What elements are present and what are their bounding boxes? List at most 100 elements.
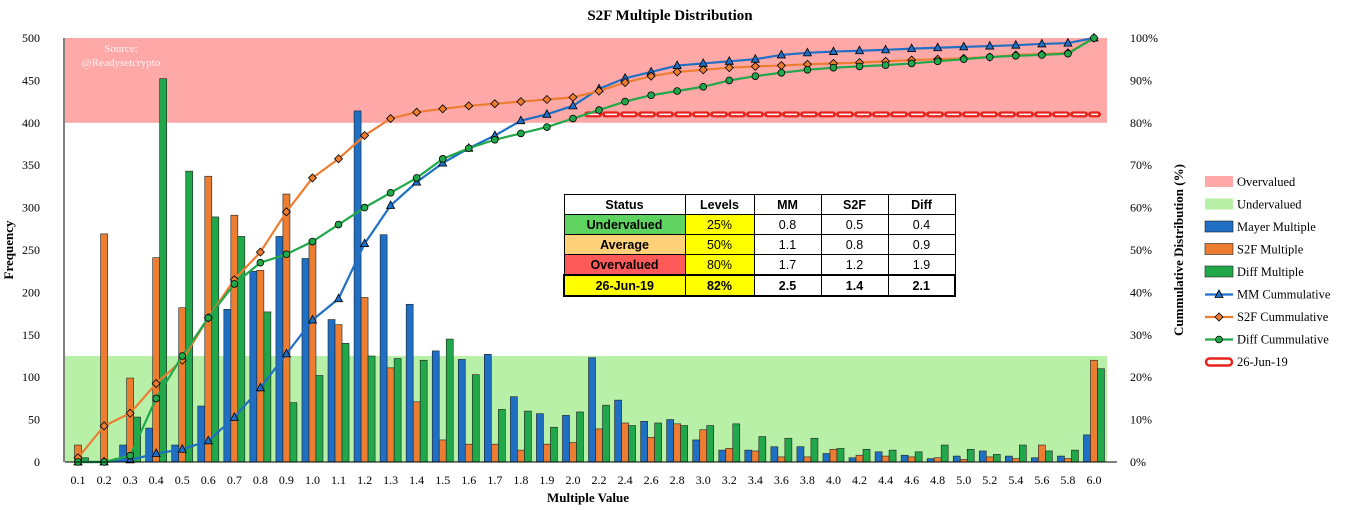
bar-diff-multiple (602, 404, 610, 463)
point-mm-cummulative (516, 115, 526, 125)
s2f-cell: 1.4 (820, 274, 889, 297)
bar-mayer-multiple (405, 303, 414, 463)
y-tick-label: 400 (22, 116, 40, 130)
bar-s2f-multiple (933, 457, 942, 463)
x-tick-label: 4.0 (826, 473, 841, 487)
y-tick-label: 500 (22, 31, 40, 45)
point-diff-cummulative (621, 97, 629, 106)
y2-tick-label: 30% (1130, 328, 1152, 342)
bar-mayer-multiple (197, 405, 206, 463)
bar-s2f-multiple (517, 449, 525, 463)
status-cell: Overvalued (563, 254, 686, 276)
point-diff-cummulative (152, 394, 160, 403)
point-mm-cummulative (985, 40, 995, 50)
point-s2f-cummulative (490, 99, 500, 109)
point-diff-cummulative (517, 129, 525, 138)
point-diff-cummulative (907, 59, 916, 68)
legend-entry: Overvalued (1237, 175, 1296, 189)
header-mm: MM (753, 194, 822, 215)
bar-diff-multiple (888, 449, 897, 463)
header-status: Status (563, 194, 686, 215)
bar-mayer-multiple (275, 236, 284, 463)
bar-s2f-multiple (725, 448, 734, 463)
point-diff-cummulative (725, 76, 734, 85)
bar-mayer-multiple (588, 357, 596, 463)
bar-s2f-multiple (985, 456, 994, 463)
bar-diff-multiple (159, 78, 167, 463)
bar-mayer-multiple (848, 457, 857, 463)
y-tick-label: 450 (22, 73, 40, 87)
table-row: Undervalued 25% 0.8 0.5 0.4 (563, 214, 956, 235)
bar-diff-multiple (706, 425, 715, 463)
point-mm-cummulative (359, 238, 370, 248)
x-tick-label: 5.8 (1060, 473, 1075, 487)
x-tick-label: 0.2 (97, 473, 112, 487)
bar-diff-multiple (445, 338, 454, 463)
bar-s2f-multiple (595, 428, 603, 463)
bar-s2f-multiple (569, 442, 577, 463)
legend-marker (1214, 289, 1224, 298)
legend-entry: Diff Cummulative (1237, 333, 1329, 347)
x-tick-label: 4.4 (878, 473, 893, 487)
point-diff-cummulative (1012, 52, 1020, 60)
bar-mayer-multiple (822, 453, 831, 463)
diff-cell: 0.4 (887, 214, 956, 235)
bar-diff-multiple (341, 342, 350, 463)
legend-swatch (1205, 198, 1233, 210)
x-tick-label: 1.1 (331, 473, 346, 487)
bar-diff-multiple (498, 409, 506, 463)
bar-mayer-multiple (718, 449, 727, 463)
bar-diff-multiple (550, 426, 558, 463)
x-tick-label: 0.4 (149, 473, 164, 487)
point-s2f-cummulative (438, 104, 448, 114)
bar-s2f-multiple (673, 423, 681, 463)
bar-mayer-multiple (1083, 434, 1091, 463)
bar-mayer-multiple (457, 359, 466, 463)
point-mm-cummulative (542, 108, 552, 118)
point-diff-cummulative (751, 72, 760, 80)
legend-swatch (1204, 220, 1234, 233)
point-mm-cummulative (828, 46, 839, 55)
point-diff-cummulative (1090, 34, 1098, 42)
x-tick-label: 3.6 (774, 473, 789, 487)
x-tick-label: 1.4 (409, 473, 424, 487)
bar-mayer-multiple (770, 446, 779, 463)
y2-tick-label: 0% (1130, 455, 1146, 469)
x-tick-label: 5.0 (956, 473, 971, 487)
bar-s2f-multiple (412, 401, 421, 463)
point-mm-cummulative (1037, 38, 1047, 48)
x-tick-label: 1.5 (435, 473, 450, 487)
line-mm-cummulative (78, 36, 1095, 464)
point-mm-cummulative (203, 435, 213, 445)
point-mm-cummulative (281, 348, 292, 358)
point-mm-cummulative (255, 382, 266, 392)
point-s2f-cummulative (255, 247, 265, 257)
legend-entry: Undervalued (1237, 198, 1302, 212)
x-tick-label: 0.1 (71, 473, 86, 487)
point-mm-cummulative (854, 45, 865, 55)
bar-mayer-multiple (327, 319, 336, 463)
table-header-row: Status Levels MM S2F Diff (563, 194, 956, 215)
point-s2f-cummulative (594, 86, 604, 96)
bar-s2f-multiple (256, 270, 265, 463)
point-diff-cummulative (204, 314, 213, 322)
bar-s2f-multiple (777, 456, 786, 463)
bar-diff-multiple (784, 437, 793, 463)
bar-diff-multiple (1019, 444, 1027, 463)
legend-entry: Diff Multiple (1237, 265, 1304, 279)
bar-diff-multiple (758, 436, 767, 463)
point-s2f-cummulative (620, 77, 630, 88)
x-tick-label: 6.0 (1086, 473, 1101, 487)
status-levels-table: Status Levels MM S2F Diff Undervalued 25… (563, 194, 956, 297)
x-tick-label: 0.7 (227, 473, 242, 487)
line-s2f-cummulative (77, 37, 1095, 459)
bar-s2f-multiple (360, 297, 369, 463)
point-diff-cummulative (803, 66, 812, 74)
point-mm-cummulative (906, 43, 917, 52)
bar-mayer-multiple (1005, 455, 1013, 463)
x-tick-label: 5.6 (1034, 473, 1049, 487)
diff-cell: 1.9 (887, 254, 956, 276)
bar-s2f-multiple (178, 307, 187, 463)
point-s2f-cummulative (412, 107, 422, 117)
s2f-cell: 0.5 (820, 214, 889, 235)
